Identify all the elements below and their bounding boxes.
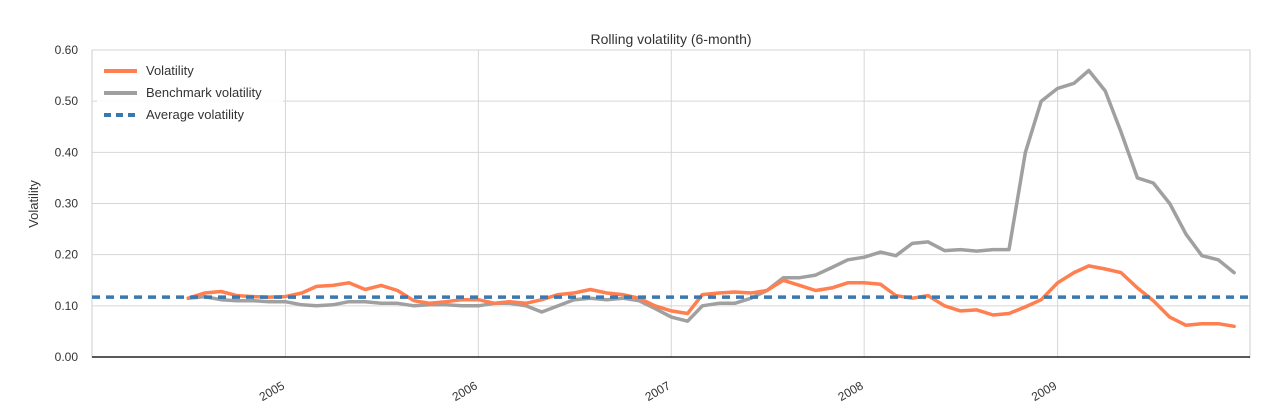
y-axis-label: Volatility: [26, 180, 41, 228]
x-tick-labels: 2005 2006 2007 2008 2009: [257, 378, 1060, 404]
y-tick-label: 0.40: [55, 145, 79, 159]
x-tick-label: 2009: [1029, 378, 1059, 404]
y-tick-labels: 0.00 0.10 0.20 0.30 0.40 0.50 0.60: [55, 43, 79, 364]
x-tick-label: 2006: [450, 378, 480, 404]
y-tick-label: 0.60: [55, 43, 79, 57]
x-tick-label: 2007: [643, 378, 673, 404]
x-tick-label: 2005: [257, 378, 287, 404]
legend-label: Volatility: [146, 63, 194, 78]
series-lines: [92, 68, 1250, 329]
series-line-benchmark-volatility: [186, 68, 1236, 323]
legend-label: Benchmark volatility: [146, 85, 262, 100]
x-tick-label: 2008: [836, 378, 866, 404]
legend: Volatility Benchmark volatility Average vo…: [97, 57, 283, 129]
y-tick-label: 0.00: [55, 350, 79, 364]
y-tick-label: 0.20: [55, 248, 79, 262]
y-tick-label: 0.50: [55, 94, 79, 108]
grid-lines: [92, 49, 1250, 357]
chart-title: Rolling volatility (6-month): [590, 31, 751, 47]
legend-label: Average volatility: [146, 107, 245, 122]
y-tick-label: 0.10: [55, 299, 79, 313]
series-line-volatility: [186, 264, 1236, 329]
y-tick-label: 0.30: [55, 197, 79, 211]
